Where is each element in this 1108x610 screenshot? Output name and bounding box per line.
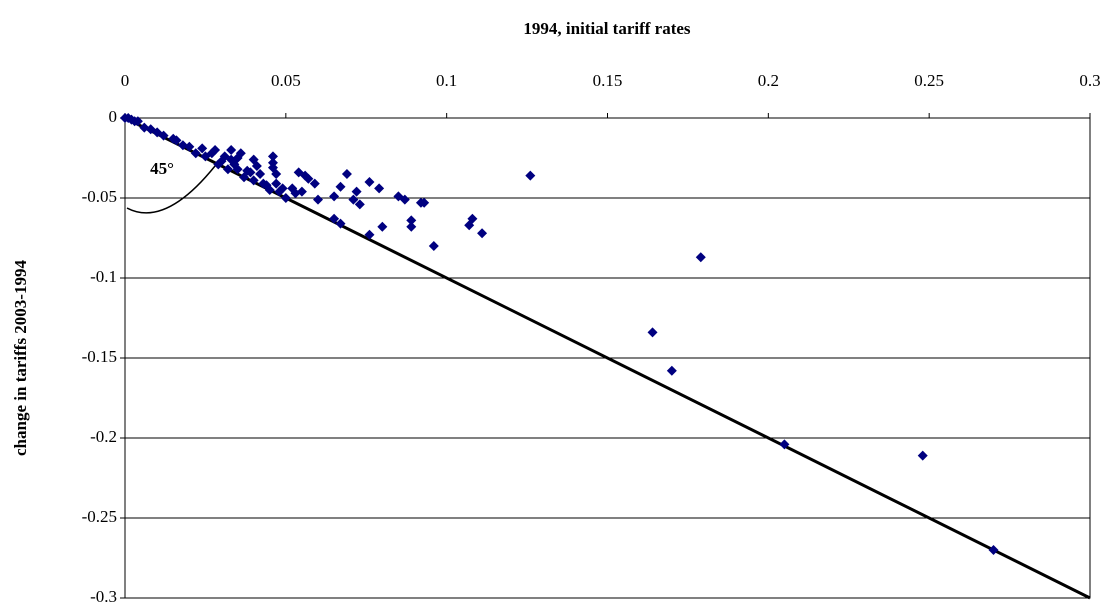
x-tick-label: 0.15 bbox=[593, 71, 623, 90]
x-tick-label: 0.05 bbox=[271, 71, 301, 90]
point bbox=[271, 178, 282, 189]
y-axis-label: change in tariffs 2003-1994 bbox=[11, 260, 30, 456]
point bbox=[374, 183, 385, 194]
point bbox=[341, 169, 352, 179]
point bbox=[477, 228, 488, 239]
y-tick-label: -0.25 bbox=[82, 507, 117, 526]
point bbox=[232, 164, 243, 175]
point bbox=[335, 181, 346, 192]
point bbox=[177, 140, 188, 151]
point bbox=[364, 229, 375, 240]
y-tick-label: 0 bbox=[109, 107, 118, 126]
point bbox=[329, 191, 340, 202]
point bbox=[197, 143, 208, 154]
point bbox=[348, 194, 359, 205]
point bbox=[364, 177, 375, 187]
point bbox=[213, 159, 224, 170]
x-tick-label: 0.1 bbox=[436, 71, 457, 90]
point bbox=[280, 193, 291, 203]
point bbox=[354, 199, 365, 210]
point bbox=[988, 545, 999, 555]
annotation: 45° bbox=[150, 159, 174, 178]
point bbox=[525, 170, 536, 181]
point bbox=[168, 133, 179, 144]
y-tick-label: -0.2 bbox=[90, 427, 117, 446]
point bbox=[351, 186, 362, 197]
point bbox=[245, 167, 256, 178]
point bbox=[120, 113, 130, 123]
y-tick-label: -0.05 bbox=[82, 187, 117, 206]
point bbox=[647, 327, 658, 338]
angle-arc bbox=[126, 165, 216, 214]
point bbox=[267, 151, 278, 162]
point bbox=[267, 162, 278, 173]
y-tick-label: -0.15 bbox=[82, 347, 117, 366]
x-tick-label: 0.25 bbox=[914, 71, 944, 90]
point bbox=[152, 127, 163, 138]
point bbox=[329, 213, 340, 224]
point bbox=[248, 175, 259, 186]
point bbox=[377, 221, 388, 232]
point bbox=[406, 215, 417, 226]
point bbox=[226, 154, 237, 165]
point bbox=[666, 365, 677, 376]
y-tick-label: -0.1 bbox=[90, 267, 117, 286]
point bbox=[255, 169, 266, 179]
x-tick-label: 0.3 bbox=[1079, 71, 1100, 90]
point bbox=[248, 154, 259, 165]
point bbox=[313, 194, 323, 205]
point bbox=[415, 197, 426, 208]
point bbox=[779, 439, 790, 450]
point bbox=[290, 188, 301, 199]
point bbox=[139, 122, 150, 133]
point bbox=[695, 252, 706, 263]
point bbox=[200, 151, 211, 162]
point bbox=[258, 178, 269, 189]
point bbox=[274, 186, 285, 197]
point bbox=[190, 148, 201, 159]
y-tick-label: -0.3 bbox=[90, 587, 117, 606]
point bbox=[226, 145, 237, 155]
chart-title: 1994, initial tariff rates bbox=[523, 19, 691, 38]
point bbox=[393, 191, 404, 202]
x-tick-label: 0 bbox=[121, 71, 130, 90]
point bbox=[406, 221, 417, 232]
point bbox=[428, 241, 439, 251]
point bbox=[222, 164, 233, 175]
point bbox=[464, 220, 475, 231]
point bbox=[335, 218, 346, 229]
point bbox=[239, 172, 250, 183]
point bbox=[309, 178, 320, 189]
point bbox=[293, 167, 304, 178]
x-tick-label: 0.2 bbox=[758, 71, 779, 90]
point bbox=[917, 450, 928, 461]
